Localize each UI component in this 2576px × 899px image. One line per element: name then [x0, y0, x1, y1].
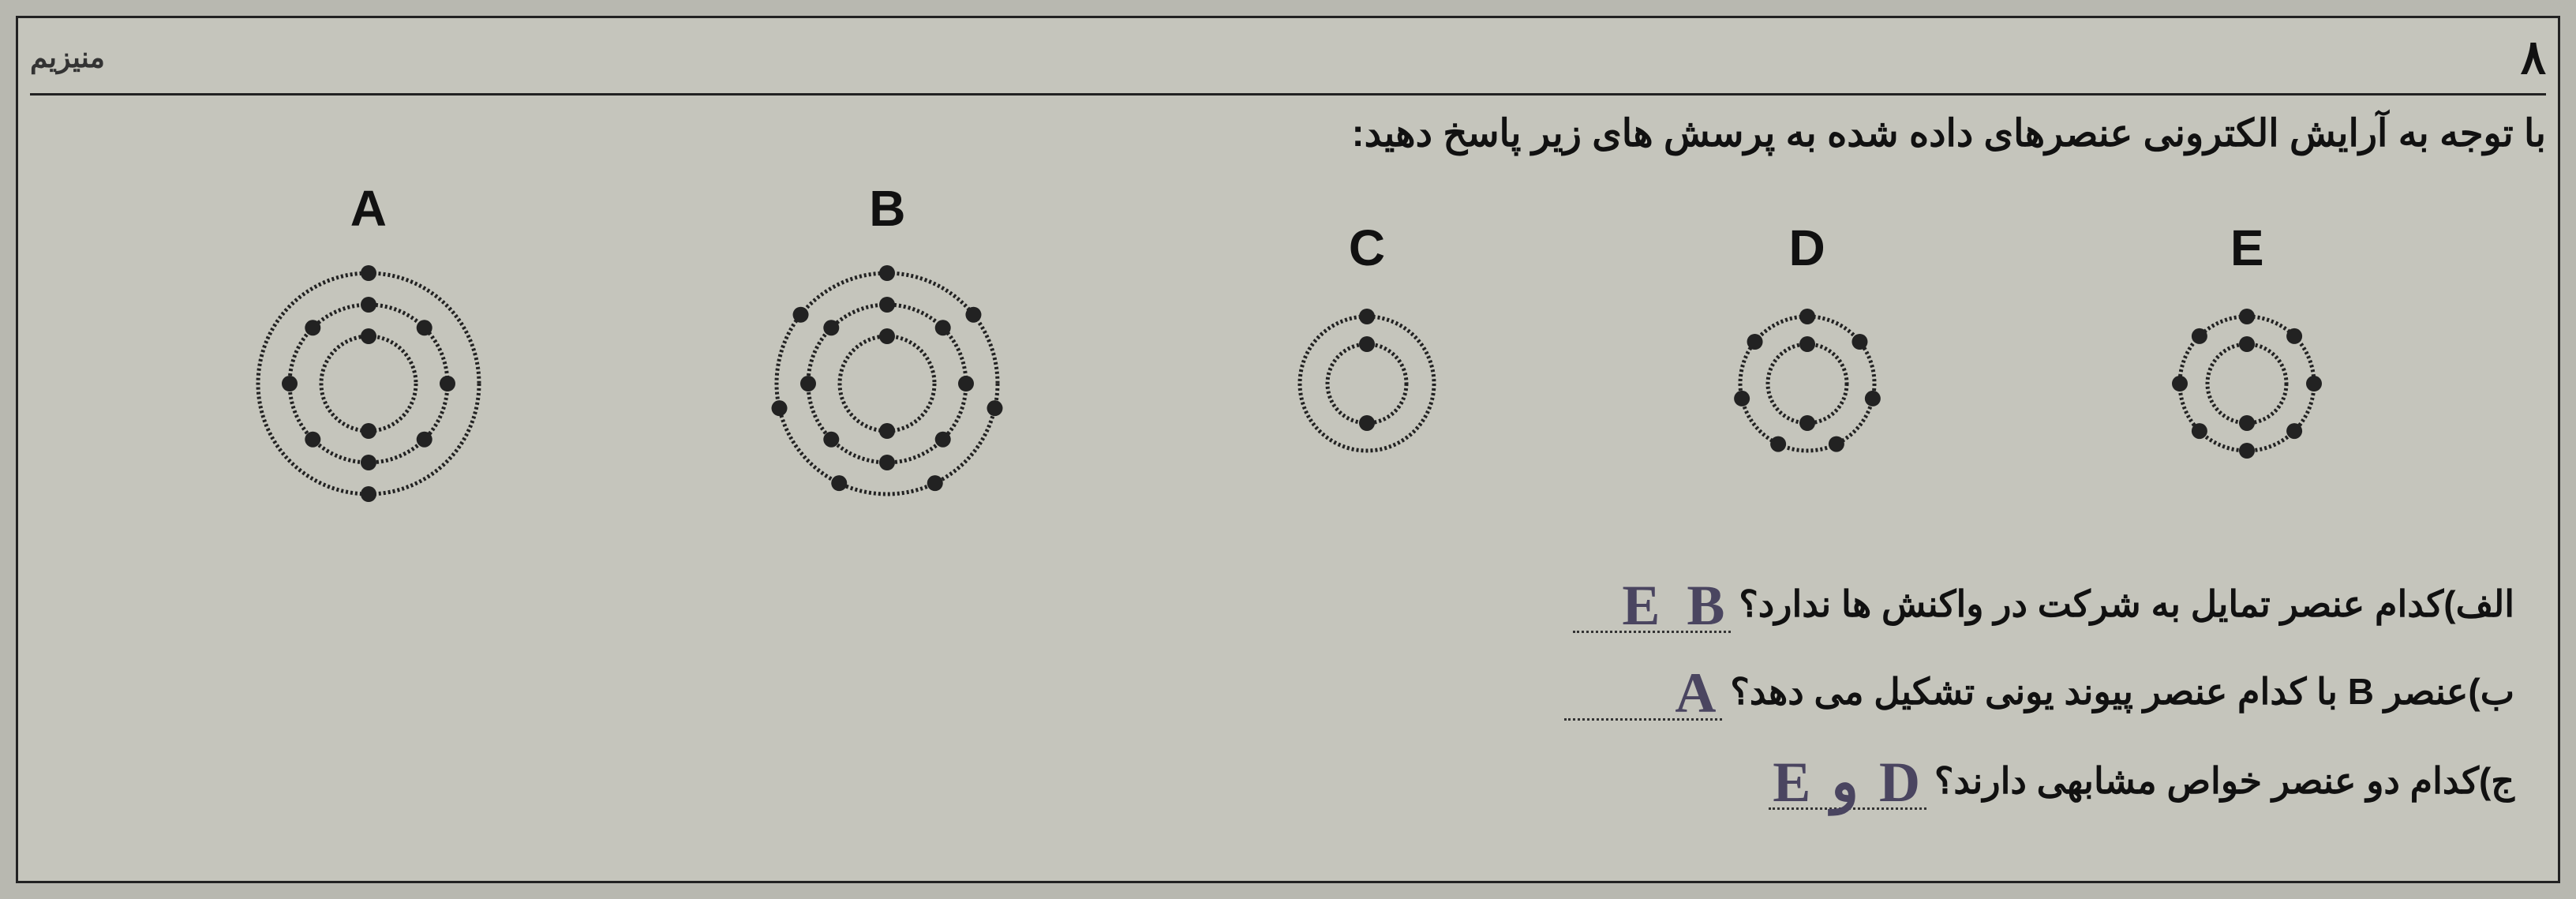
question-a: الف) کدام عنصر تمایل به شرکت در واکنش ها…: [62, 565, 2514, 633]
question-header: با توجه به آرایش الکترونی عنصرهای داده ش…: [30, 111, 2546, 155]
diagrams-row: A B C D E: [30, 179, 2546, 518]
answer-blank-c: D و E: [1769, 740, 1926, 810]
question-c-text: کدام دو عنصر خواص مشابهی دارند؟: [1934, 759, 2479, 802]
diagram-label-a: A: [350, 179, 387, 238]
question-a-prefix: الف): [2443, 582, 2514, 625]
worksheet-page: منیزیم ٨ با توجه به آرایش الکترونی عنصره…: [16, 16, 2560, 883]
atom-diagram-e: [2152, 289, 2342, 478]
diagram-e: E: [2152, 219, 2342, 478]
top-row: منیزیم ٨: [30, 30, 2546, 96]
atom-diagram-c: [1272, 289, 1462, 478]
atom-diagram-b: [753, 249, 1021, 518]
question-a-text: کدام عنصر تمایل به شرکت در واکنش ها ندار…: [1739, 582, 2443, 625]
diagram-c: C: [1272, 219, 1462, 478]
questions-block: الف) کدام عنصر تمایل به شرکت در واکنش ها…: [30, 565, 2546, 810]
diagram-label-b: B: [869, 179, 905, 238]
question-c-prefix: ج): [2479, 759, 2514, 802]
handwritten-answer-b: A: [1675, 661, 1722, 725]
atom-diagram-a: [234, 249, 503, 518]
handwritten-answer-c: D و E: [1773, 751, 1926, 814]
question-b-text: عنصر B با کدام عنصر پیوند یونی تشکیل می …: [1730, 670, 2468, 713]
diagram-b: B: [753, 179, 1021, 518]
diagram-label-d: D: [1788, 219, 1825, 277]
answer-blank-b: A: [1564, 653, 1722, 721]
atom-diagram-d: [1713, 289, 1902, 478]
question-b-prefix: ب): [2468, 670, 2514, 713]
top-label: منیزیم: [30, 41, 105, 74]
diagram-label-c: C: [1349, 219, 1385, 277]
handwritten-answer-a: E B: [1622, 574, 1731, 637]
question-c: ج) کدام دو عنصر خواص مشابهی دارند؟ D و E: [62, 740, 2514, 810]
question-number: ٨: [2521, 30, 2546, 85]
diagram-a: A: [234, 179, 503, 518]
diagram-d: D: [1713, 219, 1902, 478]
answer-blank-a: E B: [1573, 565, 1731, 633]
question-b: ب) عنصر B با کدام عنصر پیوند یونی تشکیل …: [62, 653, 2514, 721]
diagram-label-e: E: [2230, 219, 2264, 277]
